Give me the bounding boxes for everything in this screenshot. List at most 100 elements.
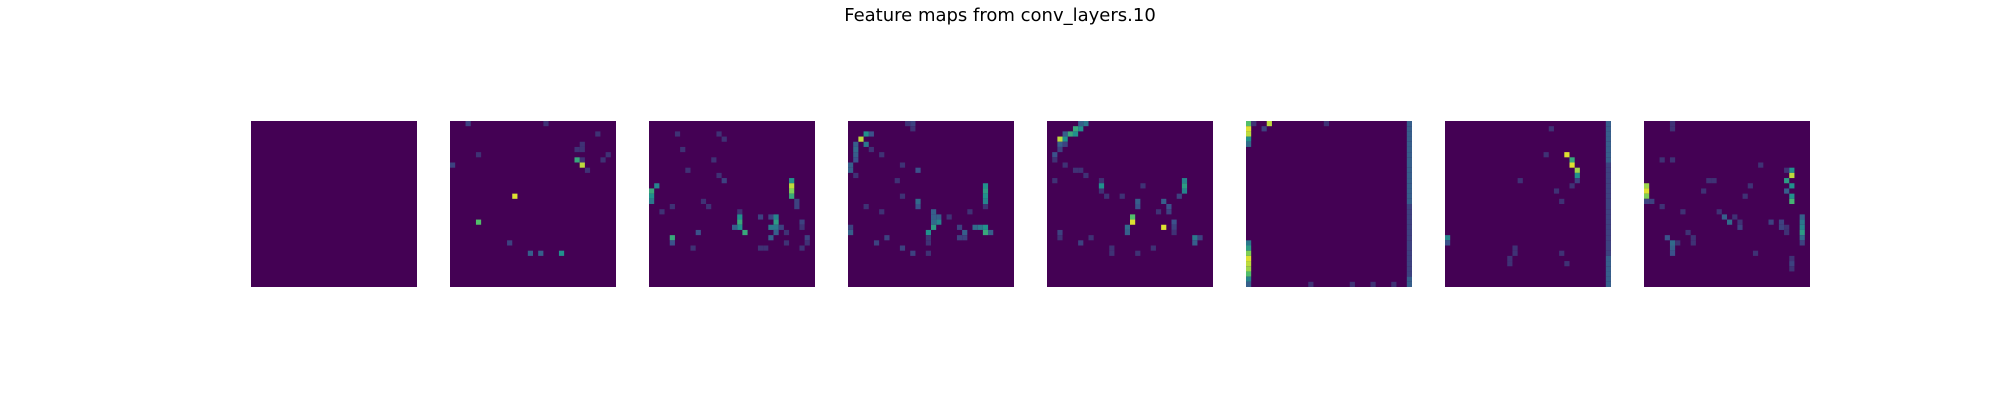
heatmap-cell xyxy=(1784,167,1790,173)
heatmap-cell xyxy=(1721,214,1727,220)
heatmap-cell xyxy=(1083,121,1089,127)
heatmap-cell xyxy=(1445,240,1451,246)
heatmap-cell xyxy=(1406,183,1412,189)
heatmap-cell xyxy=(1406,214,1412,220)
heatmap-cell xyxy=(1737,219,1743,225)
heatmap-cell xyxy=(1067,131,1073,137)
heatmap-cell xyxy=(1057,146,1063,153)
heatmap-cell xyxy=(1706,178,1712,184)
heatmap-cell xyxy=(1406,245,1412,251)
heatmap-cell xyxy=(1574,178,1580,184)
heatmap-cell xyxy=(1605,146,1611,153)
heatmap-cell xyxy=(1406,224,1412,230)
heatmap-cell xyxy=(873,240,880,246)
heatmap-cell xyxy=(910,250,916,256)
heatmap-cell xyxy=(527,250,533,256)
heatmap-cell xyxy=(1669,240,1676,246)
heatmap-cell xyxy=(1789,261,1795,267)
heatmap-cell xyxy=(1406,131,1412,137)
feature-map-panel xyxy=(1246,121,1412,287)
heatmap-cell xyxy=(853,141,859,147)
heatmap-cell xyxy=(737,224,743,230)
heatmap-cell xyxy=(1789,183,1795,189)
heatmap-cell xyxy=(600,157,606,163)
heatmap-cell xyxy=(1124,229,1130,236)
heatmap-cell xyxy=(799,245,805,251)
heatmap-cell xyxy=(721,136,727,142)
heatmap-cell xyxy=(1605,204,1611,210)
heatmap-cell xyxy=(789,193,795,199)
feature-map-panel xyxy=(450,121,616,287)
heatmap-cell xyxy=(1140,183,1146,189)
heatmap-cell xyxy=(1161,224,1167,230)
heatmap-cell xyxy=(1062,162,1068,168)
heatmap-cell xyxy=(1690,240,1696,246)
feature-map-panel xyxy=(1445,121,1611,287)
heatmap-cell xyxy=(1406,204,1412,210)
heatmap-cell xyxy=(1062,141,1068,147)
heatmap-cell xyxy=(1109,245,1115,251)
heatmap-cell xyxy=(977,224,983,230)
heatmap-cell xyxy=(685,167,691,173)
heatmap-cell xyxy=(1246,126,1252,132)
heatmap-cell xyxy=(1553,188,1560,194)
heatmap-cell xyxy=(595,131,601,137)
heatmap-cell xyxy=(1406,266,1412,272)
heatmap-cell xyxy=(1789,255,1795,262)
heatmap-cell xyxy=(925,235,931,241)
heatmap-cell xyxy=(1406,229,1412,236)
heatmap-cell xyxy=(1747,183,1753,189)
heatmap-cell xyxy=(1135,198,1141,204)
heatmap-cell xyxy=(1072,167,1079,173)
heatmap-cell xyxy=(1778,224,1785,230)
feature-map-panel xyxy=(251,121,417,287)
heatmap-cell xyxy=(1605,214,1611,220)
heatmap-cell xyxy=(1052,157,1058,163)
heatmap-cell xyxy=(1664,235,1670,241)
heatmap-cell xyxy=(1078,121,1084,127)
heatmap-cell xyxy=(1605,240,1611,246)
heatmap-cell xyxy=(1512,245,1518,251)
heatmap-cell xyxy=(783,240,790,246)
heatmap-cell xyxy=(799,219,805,225)
heatmap-cell xyxy=(773,224,779,230)
heatmap-cell xyxy=(848,162,854,168)
heatmap-cell xyxy=(931,219,937,225)
heatmap-cell xyxy=(982,224,989,230)
heatmap-cell xyxy=(1246,131,1252,137)
heatmap-cell xyxy=(1605,266,1611,272)
heatmap-cell xyxy=(905,121,911,127)
heatmap-cell xyxy=(659,209,665,215)
heatmap-cell xyxy=(1649,198,1655,204)
heatmap-cell xyxy=(1406,271,1412,277)
heatmap-cell xyxy=(863,141,869,147)
heatmap-cell xyxy=(773,214,779,220)
heatmap-cell xyxy=(988,229,994,236)
heatmap-cell xyxy=(1758,162,1764,168)
heatmap-cell xyxy=(1197,235,1203,241)
heatmap-cell xyxy=(1701,188,1707,194)
heatmap-cell xyxy=(956,235,963,241)
heatmap-cell xyxy=(605,152,611,158)
heatmap-cell xyxy=(512,193,518,199)
heatmap-cell xyxy=(669,240,675,246)
heatmap-cell xyxy=(1569,157,1575,163)
heatmap-cell xyxy=(1716,209,1722,215)
heatmap-cell xyxy=(1605,131,1611,137)
heatmap-cell xyxy=(1166,209,1172,215)
heatmap-cell xyxy=(982,198,989,204)
heatmap-cell xyxy=(1605,188,1611,194)
heatmap-cell xyxy=(956,224,963,230)
heatmap-cell xyxy=(1605,219,1611,225)
heatmap-cell xyxy=(1072,126,1079,132)
heatmap-cell xyxy=(757,214,764,220)
heatmap-cell xyxy=(936,219,942,225)
heatmap-cell xyxy=(1752,250,1759,256)
heatmap-cell xyxy=(1685,229,1691,236)
heatmap-cell xyxy=(1150,245,1156,251)
heatmap-cell xyxy=(1605,141,1611,147)
heatmap-cell xyxy=(1406,157,1412,163)
heatmap-cell xyxy=(1789,167,1795,173)
heatmap-cell xyxy=(1406,167,1412,173)
